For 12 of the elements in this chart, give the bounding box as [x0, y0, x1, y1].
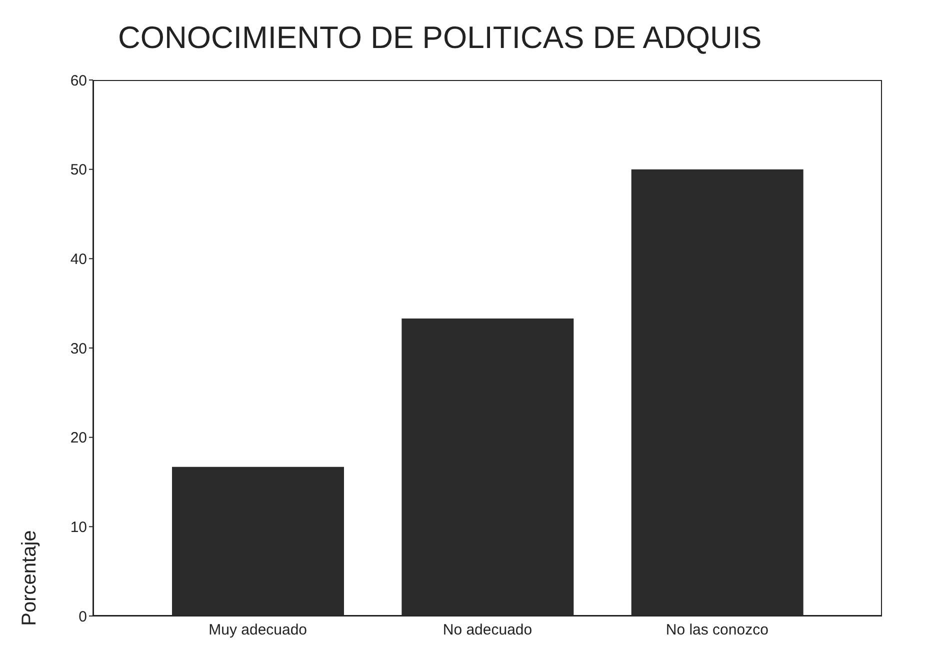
- y-tick-label: 50: [70, 162, 87, 179]
- x-tick-label: No adecuado: [442, 622, 532, 639]
- x-tick-label: No las conozco: [666, 622, 768, 639]
- chart-title: CONOCIMIENTO DE POLITICAS DE ADQUIS: [118, 20, 762, 56]
- y-tick-label: 60: [70, 72, 87, 90]
- y-tick-label: 30: [70, 340, 87, 358]
- x-tick-label: Muy adecuado: [208, 622, 308, 639]
- y-tick-label: 40: [70, 250, 87, 268]
- y-axis-title: Porcentaje: [18, 530, 42, 626]
- y-tick-label: 0: [78, 608, 87, 626]
- y-tick-label: 10: [70, 518, 87, 536]
- y-tick-label: 20: [70, 430, 87, 447]
